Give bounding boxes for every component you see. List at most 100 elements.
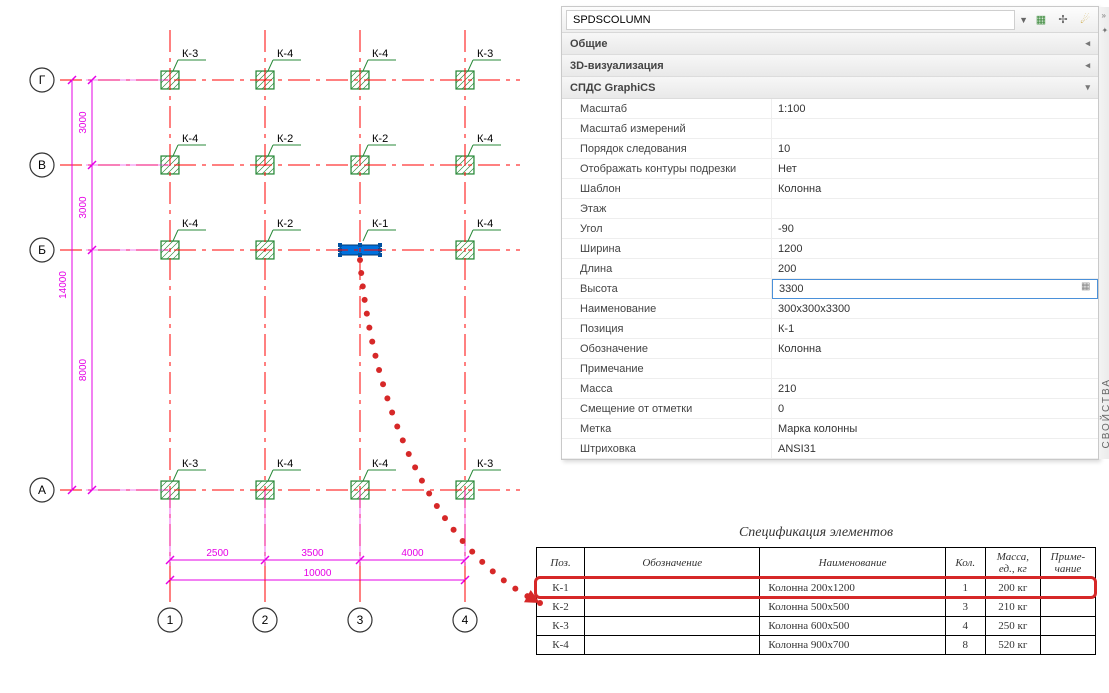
dropdown-icon[interactable]: ▼ <box>1019 15 1028 25</box>
table-row: К-4Колонна 900x7008520 кг <box>537 636 1096 655</box>
property-row[interactable]: Масштаб1:100 <box>562 99 1098 119</box>
table-header: Поз. <box>537 548 585 579</box>
property-key: Смещение от отметки <box>562 399 772 418</box>
property-row[interactable]: Длина200 <box>562 259 1098 279</box>
properties-header: ▼ ▦ ✢ ☄ <box>562 7 1098 33</box>
svg-text:А: А <box>38 483 46 497</box>
locate-icon[interactable]: ✢ <box>1054 11 1072 29</box>
property-value[interactable] <box>772 359 1098 378</box>
group-header[interactable]: СПДС GraphiCS▾ <box>562 77 1098 99</box>
properties-panel: » ✦ СВОЙСТВА ▼ ▦ ✢ ☄ Общие◂3D-визуализац… <box>561 6 1099 460</box>
svg-text:К-4: К-4 <box>182 133 198 145</box>
group-header[interactable]: 3D-визуализация ◂ <box>562 55 1098 77</box>
property-row[interactable]: Порядок следования10 <box>562 139 1098 159</box>
property-row[interactable]: ШтриховкаANSI31 <box>562 439 1098 459</box>
property-value[interactable]: 10 <box>772 139 1098 158</box>
property-value[interactable]: Марка колонны <box>772 419 1098 438</box>
property-row[interactable]: ШаблонКолонна <box>562 179 1098 199</box>
property-value[interactable]: ANSI31 <box>772 439 1098 458</box>
table-header: Наименование <box>760 548 945 579</box>
property-key: Наименование <box>562 299 772 318</box>
svg-text:2: 2 <box>262 613 269 627</box>
property-value[interactable]: Колонна <box>772 179 1098 198</box>
svg-text:4000: 4000 <box>401 548 424 559</box>
svg-text:К-3: К-3 <box>477 48 493 60</box>
svg-text:8000: 8000 <box>78 358 89 381</box>
property-key: Масса <box>562 379 772 398</box>
property-key: Угол <box>562 219 772 238</box>
property-value[interactable]: 3300▦ <box>772 279 1098 299</box>
table-header: Кол. <box>945 548 985 579</box>
property-row[interactable]: Ширина1200 <box>562 239 1098 259</box>
property-key: Длина <box>562 259 772 278</box>
svg-text:К-3: К-3 <box>182 48 198 60</box>
specification-block: Спецификация элементов Поз.ОбозначениеНа… <box>536 525 1096 655</box>
properties-sidebar-tab[interactable]: » ✦ СВОЙСТВА <box>1098 7 1109 459</box>
property-row[interactable]: МеткаМарка колонны <box>562 419 1098 439</box>
property-row[interactable]: Этаж <box>562 199 1098 219</box>
table-row: К-2Колонна 500x5003210 кг <box>537 598 1096 617</box>
property-row[interactable]: Отображать контуры подрезкиНет <box>562 159 1098 179</box>
property-value[interactable]: 200 <box>772 259 1098 278</box>
group-title: Общие <box>570 38 608 50</box>
property-value[interactable]: К-1 <box>772 319 1098 338</box>
svg-text:К-4: К-4 <box>182 218 198 230</box>
table-row: К-3Колонна 600x5004250 кг <box>537 617 1096 636</box>
property-value[interactable]: 0 <box>772 399 1098 418</box>
svg-text:К-4: К-4 <box>477 218 493 230</box>
svg-text:Г: Г <box>39 73 46 87</box>
group-header[interactable]: Общие ◂ <box>562 33 1098 55</box>
calculator-icon[interactable]: ▦ <box>1081 281 1095 295</box>
object-type-selector[interactable] <box>566 10 1015 30</box>
plan-drawing: ГВБА1234К-3К-4К-4К-3К-4К-2К-2К-4К-4К-2К-… <box>0 0 555 660</box>
property-row[interactable]: Наименование300x300x3300 <box>562 299 1098 319</box>
svg-text:4: 4 <box>462 613 469 627</box>
svg-text:3000: 3000 <box>78 111 89 134</box>
table-header: Масса, ед., кг <box>985 548 1040 579</box>
property-row[interactable]: Масштаб измерений <box>562 119 1098 139</box>
property-value[interactable] <box>772 119 1098 138</box>
collapse-icon[interactable]: » <box>1102 11 1109 20</box>
property-row[interactable]: Примечание <box>562 359 1098 379</box>
property-value[interactable]: -90 <box>772 219 1098 238</box>
chevron-icon: ▾ <box>1085 82 1090 93</box>
property-key: Позиция <box>562 319 772 338</box>
property-row[interactable]: Масса210 <box>562 379 1098 399</box>
property-value[interactable] <box>772 199 1098 218</box>
properties-tab-label: СВОЙСТВА <box>1101 378 1109 449</box>
svg-text:К-4: К-4 <box>277 458 293 470</box>
property-row[interactable]: ОбозначениеКолонна <box>562 339 1098 359</box>
svg-text:К-3: К-3 <box>182 458 198 470</box>
chevron-icon: ◂ <box>1085 38 1090 49</box>
svg-text:3: 3 <box>357 613 364 627</box>
add-object-icon[interactable]: ▦ <box>1032 11 1050 29</box>
table-header: Приме-чание <box>1040 548 1095 579</box>
property-row[interactable]: Угол-90 <box>562 219 1098 239</box>
property-key: Обозначение <box>562 339 772 358</box>
pin-icon[interactable]: ✦ <box>1102 26 1109 35</box>
property-key: Ширина <box>562 239 772 258</box>
property-value[interactable]: 1:100 <box>772 99 1098 118</box>
property-value[interactable]: Нет <box>772 159 1098 178</box>
svg-text:3000: 3000 <box>78 196 89 219</box>
property-value[interactable]: 1200 <box>772 239 1098 258</box>
svg-text:14000: 14000 <box>58 271 69 299</box>
property-row[interactable]: Смещение от отметки0 <box>562 399 1098 419</box>
svg-text:К-4: К-4 <box>277 48 293 60</box>
group-title: 3D-визуализация <box>570 60 664 72</box>
property-value[interactable]: 300x300x3300 <box>772 299 1098 318</box>
property-row[interactable]: Высота3300▦ <box>562 279 1098 299</box>
property-row[interactable]: ПозицияК-1 <box>562 319 1098 339</box>
chevron-icon: ◂ <box>1085 60 1090 71</box>
svg-text:К-2: К-2 <box>372 133 388 145</box>
filter-icon[interactable]: ☄ <box>1076 11 1094 29</box>
property-key: Высота <box>562 279 772 298</box>
property-value[interactable]: 210 <box>772 379 1098 398</box>
svg-text:К-2: К-2 <box>277 218 293 230</box>
svg-text:К-4: К-4 <box>372 48 388 60</box>
svg-text:К-2: К-2 <box>277 133 293 145</box>
property-value[interactable]: Колонна <box>772 339 1098 358</box>
property-key: Масштаб измерений <box>562 119 772 138</box>
property-key: Этаж <box>562 199 772 218</box>
specification-title: Спецификация элементов <box>536 525 1096 541</box>
